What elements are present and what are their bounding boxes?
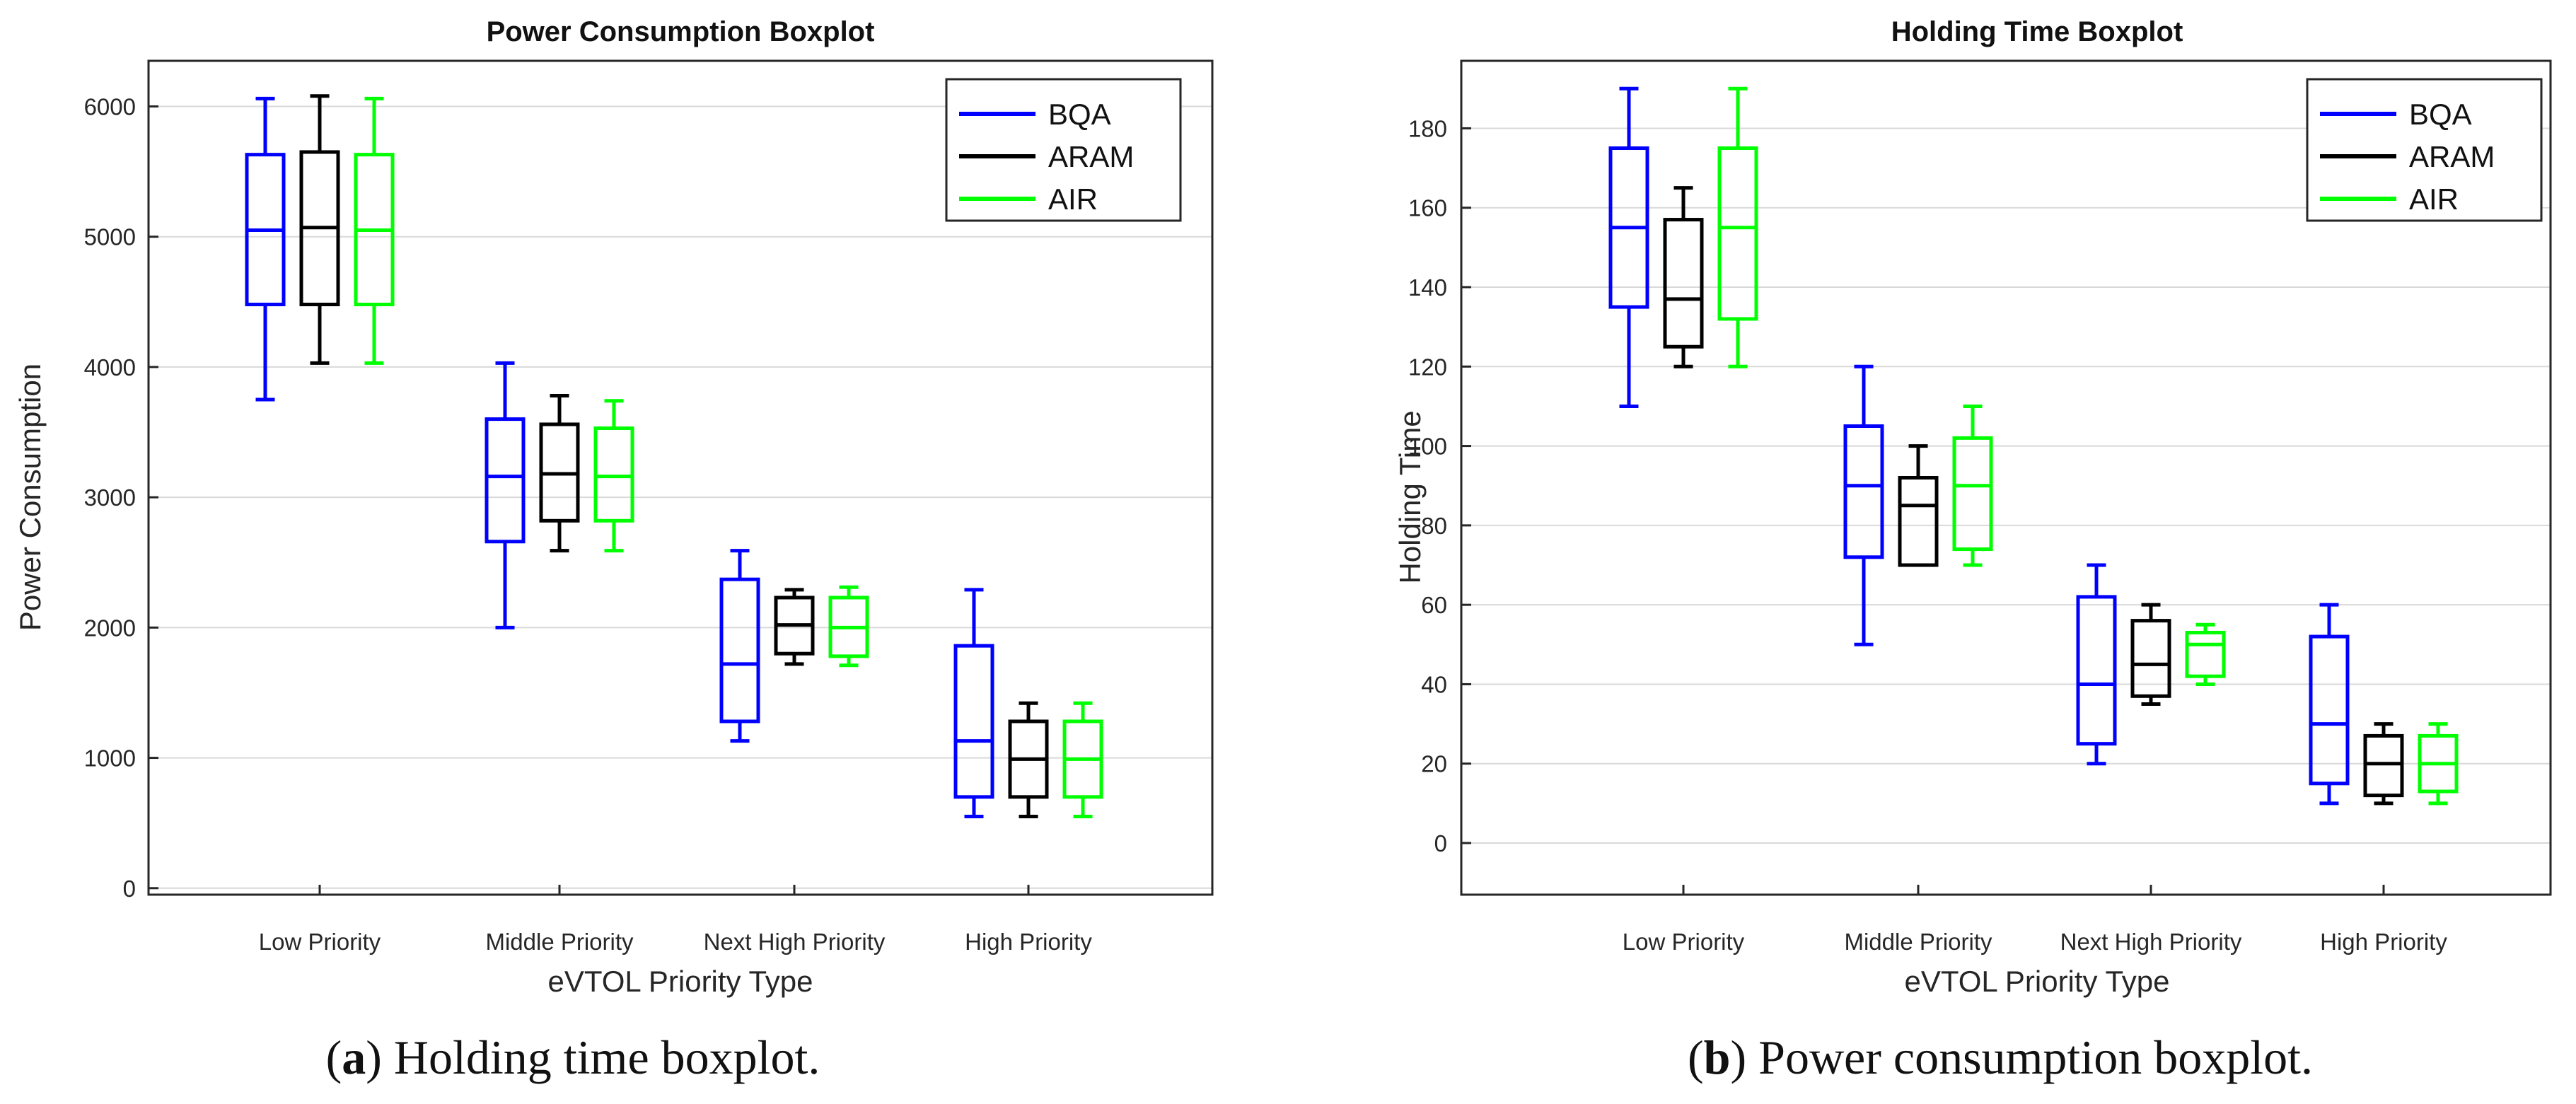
legend: BQA ARAM AIR [2306, 78, 2543, 222]
y-tick-label: 40 [1421, 671, 1447, 697]
boxplot-bqa-low-priority [245, 96, 286, 402]
caption-b-label: b [1704, 1030, 1731, 1084]
boxplot-bqa-next-high-priority [719, 549, 760, 743]
legend-label-air: AIR [2409, 182, 2459, 216]
y-tick-label: 2000 [84, 615, 136, 641]
y-tick-label: 80 [1421, 513, 1447, 539]
boxplot-air-low-priority [354, 96, 395, 365]
y-axis-label: Holding Time [1393, 410, 1427, 583]
boxplot-aram-middle-priority [1898, 444, 1939, 567]
boxplot-air-middle-priority [593, 399, 634, 553]
x-tick-label: High Priority [965, 929, 1092, 955]
y-tick-label: 160 [1408, 195, 1447, 221]
legend-label-air: AIR [1048, 182, 1098, 216]
legend-label-bqa: BQA [1048, 98, 1111, 131]
plot-area-frame [147, 59, 1214, 896]
boxplot-bqa-high-priority [953, 588, 994, 818]
y-tick-label: 140 [1408, 274, 1447, 301]
x-axis-label: eVTOL Priority Type [1904, 965, 2169, 998]
box-iqr [2130, 619, 2171, 698]
x-tick-label: Next High Priority [2060, 929, 2242, 955]
box-iqr [1898, 476, 1939, 567]
y-tick-label: 6000 [84, 93, 136, 120]
caption-a: (a) Holding time boxplot. [326, 1030, 820, 1084]
box-iqr [953, 644, 994, 799]
boxplot-air-next-high-priority [2185, 622, 2226, 686]
plot-area-frame [1460, 59, 2552, 896]
box-iqr [1843, 424, 1884, 559]
box-iqr [2076, 595, 2117, 746]
boxplot-air-high-priority [1062, 701, 1103, 818]
y-tick-label: 1000 [84, 745, 136, 772]
boxplot-air-low-priority [1717, 86, 1758, 368]
y-tick-label: 60 [1421, 592, 1447, 618]
boxplot-aram-next-high-priority [2130, 603, 2171, 707]
boxplot-aram-high-priority [1008, 701, 1049, 818]
boxplot-aram-low-priority [299, 94, 340, 365]
y-tick-label: 120 [1408, 354, 1447, 380]
y-tick-label: 4000 [84, 354, 136, 380]
boxplot-air-middle-priority [1952, 404, 1993, 567]
chart-title: Holding Time Boxplot [1891, 16, 2183, 47]
box-iqr [593, 426, 634, 523]
y-tick-label: 0 [123, 876, 136, 902]
boxplot-aram-next-high-priority [774, 588, 815, 666]
caption-a-text: ) Holding time boxplot. [366, 1030, 820, 1084]
x-tick-label: High Priority [2320, 929, 2447, 955]
caption-a-label: a [342, 1030, 366, 1084]
box-iqr [2363, 733, 2404, 798]
boxplot-aram-middle-priority [539, 393, 580, 553]
box-iqr [2185, 630, 2226, 678]
caption-b: (b) Power consumption boxplot. [1688, 1030, 2313, 1084]
boxplot-aram-high-priority [2363, 722, 2404, 806]
legend: BQA ARAM AIR [945, 78, 1182, 222]
y-tick-label: 20 [1421, 751, 1447, 777]
boxplot-bqa-low-priority [1608, 86, 1649, 408]
boxplot-bqa-high-priority [2309, 603, 2350, 806]
boxplot-air-high-priority [2418, 722, 2459, 806]
x-tick-label: Middle Priority [1844, 929, 1992, 955]
y-tick-label: 3000 [84, 484, 136, 511]
box-iqr [1663, 218, 1704, 349]
x-tick-label: Next High Priority [704, 929, 886, 955]
holding-time-panel: Holding Time Boxplot eVTOL Priority Type… [1393, 16, 2552, 998]
x-tick-label: Low Priority [1623, 929, 1745, 955]
boxplot-bqa-middle-priority [1843, 364, 1884, 646]
box-iqr [719, 577, 760, 724]
caption-b-text: ) Power consumption boxplot. [1730, 1030, 2313, 1084]
legend-label-aram: ARAM [2409, 140, 2495, 173]
y-tick-label: 5000 [84, 224, 136, 250]
boxplot-bqa-next-high-priority [2076, 563, 2117, 766]
box-iqr [485, 417, 526, 544]
boxplot-air-next-high-priority [828, 585, 869, 668]
boxplot-aram-low-priority [1663, 186, 1704, 368]
y-axis-label: Power Consumption [13, 364, 47, 631]
legend-label-aram: ARAM [1048, 140, 1134, 173]
chart-title: Power Consumption Boxplot [487, 16, 875, 47]
box-iqr [1952, 436, 1993, 552]
x-tick-label: Middle Priority [485, 929, 634, 955]
box-iqr [1717, 146, 1758, 321]
x-axis-label: eVTOL Priority Type [547, 965, 813, 998]
y-tick-label: 0 [1434, 830, 1447, 856]
x-tick-label: Low Priority [259, 929, 381, 955]
y-tick-label: 180 [1408, 115, 1447, 141]
power-consumption-panel: Power Consumption Boxplot eVTOL Priority… [13, 16, 1214, 998]
box-iqr [2309, 634, 2350, 786]
legend-label-bqa: BQA [2409, 98, 2472, 131]
boxplot-bqa-middle-priority [485, 361, 526, 629]
y-tick-label: 100 [1408, 434, 1447, 460]
